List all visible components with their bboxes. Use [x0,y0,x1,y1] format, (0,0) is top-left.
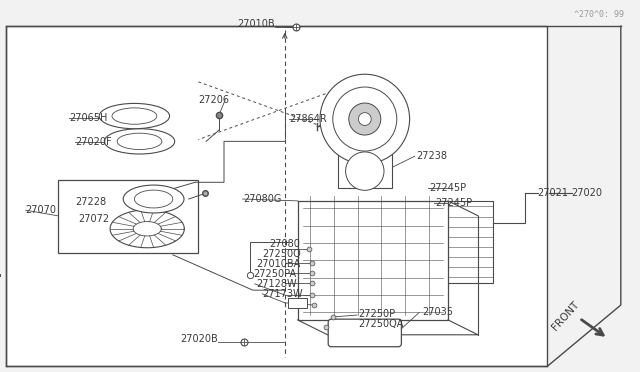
Bar [58,180,198,253]
Bar [338,154,392,188]
Text: 27206: 27206 [198,95,229,105]
FancyBboxPatch shape [328,319,401,347]
Text: 27072: 27072 [78,215,109,224]
Text: 27080: 27080 [269,239,300,248]
Text: 27065H: 27065H [69,113,108,123]
Text: 27021: 27021 [538,189,568,198]
Text: 27250PA: 27250PA [253,269,296,279]
Text: 27228: 27228 [76,197,107,207]
Text: 27245P: 27245P [435,198,472,208]
Text: 27173W: 27173W [262,289,303,299]
Ellipse shape [99,103,170,129]
Bar [288,298,307,308]
Ellipse shape [117,133,162,150]
Text: 27070: 27070 [26,205,56,215]
Circle shape [333,87,397,151]
Text: FRONT: FRONT [550,299,580,332]
Ellipse shape [134,190,173,208]
Text: ^270^0: 99: ^270^0: 99 [574,10,624,19]
Text: 27010B: 27010B [237,19,275,29]
Circle shape [358,113,371,125]
Text: 27128W: 27128W [256,279,296,289]
Text: 27245P: 27245P [429,183,466,193]
Circle shape [320,74,410,164]
Bar [6,26,547,366]
Text: 27250QA: 27250QA [358,319,404,328]
Ellipse shape [104,129,175,154]
Circle shape [349,103,381,135]
Text: 27010BA: 27010BA [256,259,300,269]
Text: 27020F: 27020F [76,137,112,147]
Text: 27864R: 27864R [289,114,327,124]
Text: 27035: 27035 [422,308,453,317]
Text: 27080G: 27080G [243,194,282,204]
Text: 27020: 27020 [572,189,602,198]
Text: 27250P: 27250P [358,310,396,319]
Text: 27238: 27238 [416,151,447,161]
Ellipse shape [112,108,157,124]
Text: 27250Q: 27250Q [262,249,301,259]
Text: 27020B: 27020B [180,334,218,343]
Ellipse shape [123,185,184,213]
Circle shape [346,152,384,190]
